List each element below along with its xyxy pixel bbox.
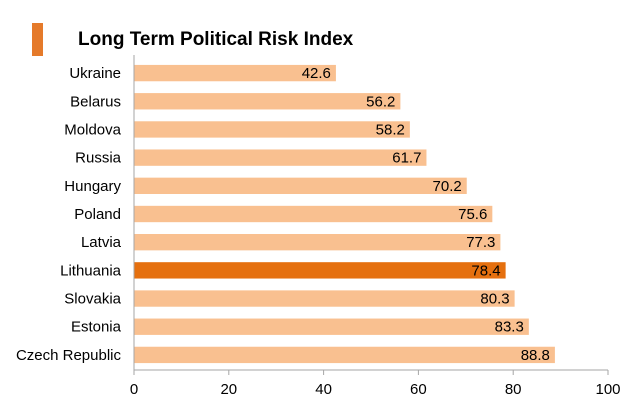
x-tick-label: 20 [220,381,237,398]
x-tick-label: 100 [595,381,620,398]
x-tick-label: 0 [130,381,138,398]
data-label: 78.4 [471,262,500,279]
bar-czech-republic [134,346,555,364]
x-tick-label: 60 [410,381,427,398]
data-label: 70.2 [433,178,462,195]
bar-latvia [134,234,501,251]
data-label: 61.7 [392,150,421,167]
bar-slovakia [134,290,515,307]
bar-ukraine [134,64,336,82]
bar-lithuania [134,262,506,279]
data-label: 58.2 [376,121,405,138]
data-label: 75.6 [458,206,487,223]
category-label: Moldova [64,121,121,138]
bar-estonia [134,318,529,335]
bar-moldova [134,121,410,138]
category-label: Latvia [81,234,122,251]
category-label: Hungary [64,178,121,195]
category-label: Czech Republic [16,347,122,364]
data-label: 80.3 [480,291,509,308]
bar-russia [134,149,427,166]
x-tick-label: 80 [505,381,522,398]
title-accent-bar [32,23,43,56]
category-label: Lithuania [60,262,122,279]
chart-title: Long Term Political Risk Index [78,29,354,50]
category-label: Poland [74,206,121,223]
category-label: Estonia [71,319,122,336]
data-label: 83.3 [495,319,524,336]
data-label: 88.8 [521,347,550,364]
data-label: 56.2 [366,93,395,110]
bar-hungary [134,177,467,194]
category-label: Russia [75,150,122,167]
category-label: Belarus [70,93,121,110]
category-label: Slovakia [64,291,121,308]
category-label: Ukraine [69,65,121,82]
bar-poland [134,205,493,223]
data-label: 77.3 [466,234,495,251]
bar-belarus [134,93,401,110]
x-tick-label: 40 [315,381,332,398]
data-label: 42.6 [302,65,331,82]
